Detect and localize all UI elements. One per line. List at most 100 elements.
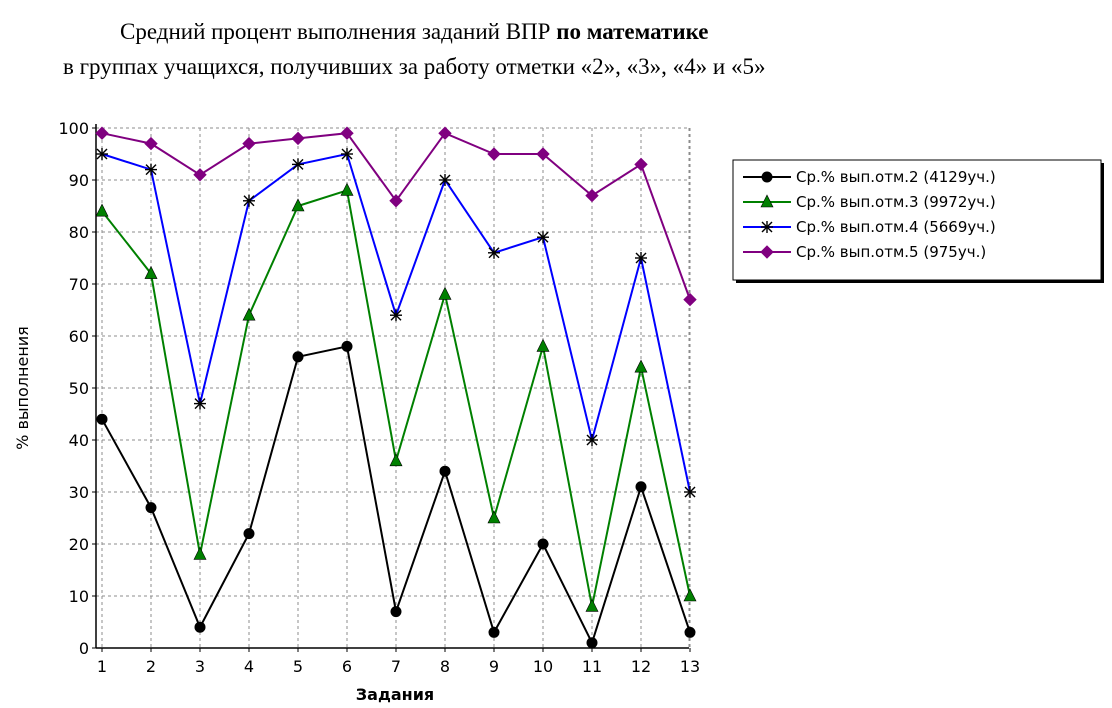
data-point: [635, 252, 647, 264]
data-point: [95, 126, 109, 140]
data-point: [488, 626, 500, 638]
series-5: [95, 126, 697, 307]
data-point: [536, 147, 550, 161]
data-point: [537, 231, 549, 244]
data-point: [634, 157, 648, 172]
x-tick-label: 2: [146, 657, 156, 676]
y-tick-label: 40: [69, 431, 89, 450]
y-tick-label: 30: [69, 483, 89, 502]
x-tick-label: 6: [342, 657, 352, 676]
y-tick-label: 90: [69, 171, 89, 190]
data-point: [537, 538, 549, 550]
data-point: [96, 413, 108, 425]
data-point: [487, 510, 501, 524]
data-point: [144, 265, 158, 279]
heading-line-1: Средний процент выполнения заданий ВПР п…: [120, 14, 708, 50]
data-point: [390, 606, 402, 618]
x-tick-label: 10: [533, 657, 553, 676]
x-tick-label: 3: [195, 657, 205, 676]
series-3: [95, 182, 697, 612]
y-tick-label: 20: [69, 535, 89, 554]
heading-subject: по математике: [556, 19, 709, 44]
legend-marker: [760, 245, 774, 259]
data-point: [341, 148, 353, 160]
data-point: [144, 136, 158, 151]
x-tick-label: 12: [631, 657, 651, 676]
data-point: [439, 465, 451, 477]
data-point: [585, 598, 599, 612]
y-tick-label: 50: [69, 379, 89, 398]
x-tick-label: 5: [293, 657, 303, 676]
y-tick-label: 0: [79, 639, 89, 658]
data-point: [439, 174, 451, 186]
legend-marker: [761, 221, 773, 233]
x-tick-label: 1: [97, 657, 107, 676]
data-point: [242, 307, 256, 321]
x-axis-label: Задания: [356, 685, 434, 704]
heading-line-1-text: Средний процент выполнения заданий ВПР: [120, 19, 557, 44]
data-point: [291, 131, 305, 146]
data-point: [635, 481, 647, 493]
y-tick-label: 10: [69, 587, 89, 606]
data-point: [684, 626, 696, 638]
data-point: [487, 147, 501, 161]
data-point: [585, 188, 599, 203]
data-point: [340, 126, 354, 140]
legend-label: Ср.% вып.отм.2 (4129уч.): [796, 168, 996, 186]
series-4: [96, 148, 696, 498]
legend: Ср.% вып.отм.2 (4129уч.) Ср.% вып.отм.3 (…: [732, 159, 1104, 283]
x-tick-label: 4: [244, 657, 254, 676]
legend-marker: [761, 171, 773, 183]
data-point: [586, 434, 598, 446]
data-point: [536, 338, 550, 352]
data-point: [243, 528, 255, 540]
data-point: [683, 292, 697, 307]
data-point: [438, 286, 452, 300]
data-point: [194, 621, 206, 633]
legend-label: Ср.% вып.отм.4 (5669уч.): [796, 218, 996, 236]
y-tick-label: 80: [69, 223, 89, 242]
y-axis-label: % выполнения: [13, 326, 32, 450]
y-tick-label: 70: [69, 275, 89, 294]
series-2: [96, 340, 696, 649]
legend-box: [732, 159, 1102, 281]
data-point: [684, 486, 696, 498]
x-tick-label: 7: [391, 657, 401, 676]
legend-label: Ср.% вып.отм.5 (975уч.): [796, 243, 986, 261]
data-point: [634, 359, 648, 373]
data-point: [145, 502, 157, 514]
data-point: [438, 126, 452, 140]
data-point: [193, 546, 207, 560]
legend-label: Ср.% вып.отм.3 (9972уч.): [796, 193, 996, 211]
data-point: [683, 588, 697, 602]
data-point: [341, 340, 353, 352]
data-point: [242, 136, 256, 151]
data-point: [389, 194, 403, 208]
grid-lines: [96, 127, 691, 648]
data-point: [389, 453, 403, 467]
x-tick-label: 8: [440, 657, 450, 676]
series-group: [95, 126, 697, 649]
data-point: [145, 163, 157, 176]
data-point: [96, 148, 108, 160]
data-point: [292, 351, 304, 363]
x-tick-label: 9: [489, 657, 499, 676]
x-tick-label: 11: [582, 657, 602, 676]
data-point: [340, 182, 354, 196]
data-point: [194, 397, 206, 410]
y-tick-label: 100: [58, 119, 89, 138]
heading-line-2: в группах учащихся, получивших за работу…: [63, 54, 766, 79]
data-point: [193, 168, 207, 182]
data-point: [390, 309, 402, 322]
legend-marker: [760, 194, 774, 208]
data-point: [243, 194, 255, 207]
data-point: [291, 198, 305, 212]
x-tick-label: 13: [680, 657, 700, 676]
data-point: [586, 637, 598, 649]
data-point: [292, 158, 304, 171]
data-point: [488, 246, 500, 259]
data-point: [95, 203, 109, 217]
y-tick-label: 60: [69, 327, 89, 346]
